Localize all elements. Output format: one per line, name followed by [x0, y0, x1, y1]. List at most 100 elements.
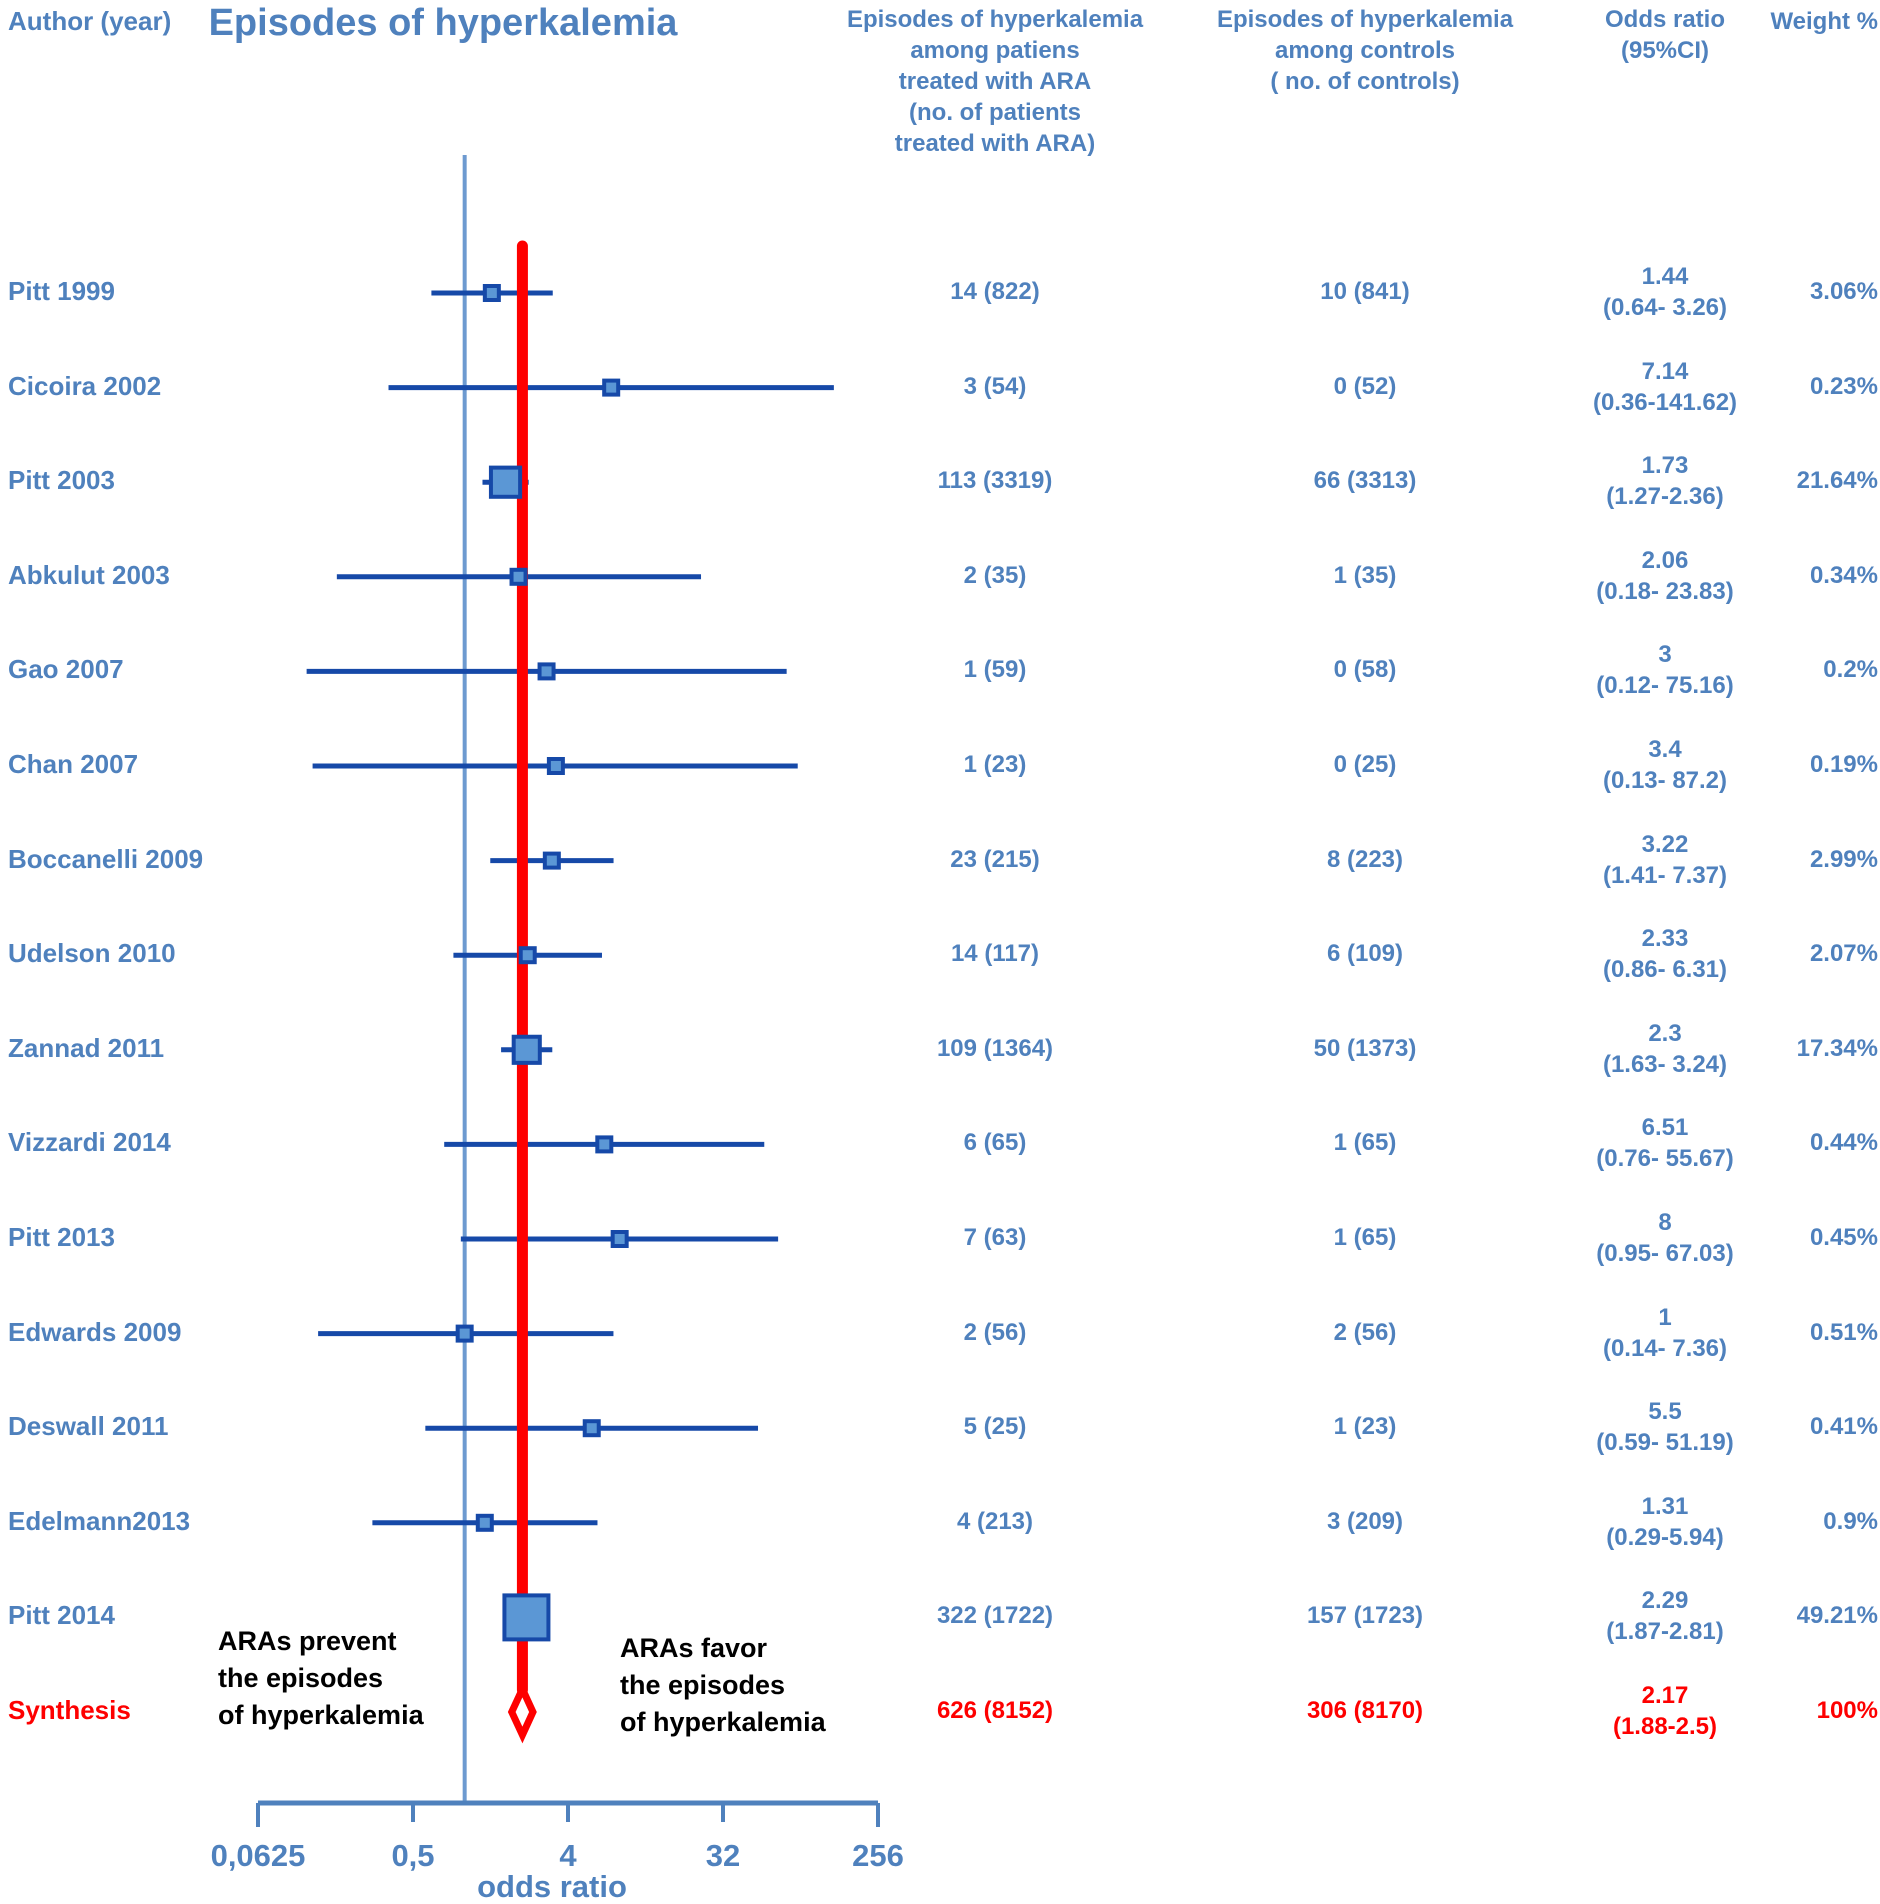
- row-weight-value: 0.44%: [1809, 1129, 1878, 1157]
- row-treated-value: 322 (1722): [936, 1602, 1054, 1630]
- row-author-label: Synthesis: [8, 1695, 131, 1725]
- treated-header-line: (no. of patients: [909, 99, 1081, 126]
- row-treated-value: 2 (56): [963, 1318, 1027, 1346]
- row-treated-value: 6 (65): [963, 1129, 1027, 1157]
- row-odds-ratio-value: 2.06 (0.18- 23.83): [1596, 546, 1734, 605]
- or-marker-cicoira-2002: [602, 378, 621, 397]
- row-author-label: Pitt 2003: [8, 465, 115, 496]
- row-weight-value: 100%: [1816, 1697, 1878, 1724]
- row-controls-value: 157 (1723): [1306, 1602, 1424, 1630]
- row-odds-ratio-value: 1.31 (0.29-5.94): [1606, 1492, 1724, 1551]
- row-treated-value: 14 (822): [950, 278, 1040, 305]
- row-controls-value: 0 (52): [1333, 372, 1397, 400]
- row-odds-ratio-value: 6.51 (0.76- 55.67): [1596, 1114, 1734, 1173]
- annotation-line: of hyperkalemia: [218, 1700, 424, 1730]
- x-axis-tick-label-4: 4: [559, 1838, 577, 1873]
- or-marker-pitt-2014: [502, 1593, 551, 1642]
- row-treated-value: 1 (59): [963, 656, 1027, 684]
- treated-header-line: treated with ARA): [894, 130, 1096, 157]
- row-treated-value: 626 (8152): [936, 1697, 1054, 1724]
- row-weight-value: 0.51%: [1809, 1318, 1878, 1346]
- row-odds-ratio-value: 2.3 (1.63- 3.24): [1602, 1019, 1728, 1078]
- or-marker-gao-2007: [537, 662, 556, 681]
- row-controls-value: 2 (56): [1333, 1318, 1397, 1346]
- or-marker-udelson-2010: [518, 946, 537, 965]
- row-odds-ratio-value: 7.14 (0.36-141.62): [1592, 357, 1738, 416]
- row-weight-value: 2.07%: [1809, 940, 1878, 968]
- row-treated-value: 7 (63): [963, 1224, 1027, 1251]
- annotation-aras-favor: ARAs favor the episodes of hyperkalemia: [620, 1630, 826, 1741]
- row-weight-value: 0.19%: [1809, 751, 1878, 778]
- treated-header-line: Episodes of hyperkalemia: [846, 6, 1144, 33]
- row-weight-value: 0.45%: [1809, 1224, 1878, 1251]
- row-author-label: Udelson 2010: [8, 938, 176, 969]
- treated-header-line: treated with ARA: [898, 68, 1092, 95]
- row-treated-value: 5 (25): [963, 1413, 1027, 1441]
- row-weight-value: 0.9%: [1823, 1507, 1878, 1535]
- row-author-label: Abkulut 2003: [8, 559, 170, 590]
- row-odds-ratio-value: 1.44 (0.64- 3.26): [1602, 263, 1728, 321]
- row-odds-ratio-value: 3.22 (1.41- 7.37): [1602, 830, 1728, 889]
- author-column-header: Author (year): [8, 6, 172, 36]
- row-author-label: Boccanelli 2009: [8, 843, 204, 874]
- row-author-label: Cicoira 2002: [8, 370, 162, 401]
- x-axis-tick-label-256: 256: [852, 1838, 904, 1873]
- or-marker-pitt-2013: [610, 1230, 629, 1248]
- row-weight-value: 3.06%: [1809, 278, 1878, 305]
- row-treated-value: 3 (54): [963, 372, 1027, 400]
- row-weight-value: 17.34%: [1796, 1034, 1878, 1062]
- odds-ratio-header-line: Odds ratio: [1604, 6, 1725, 33]
- row-odds-ratio-value: 2.17 (1.88-2.5): [1612, 1682, 1718, 1740]
- row-weight-value: 0.2%: [1823, 656, 1878, 684]
- row-odds-ratio-value: 1.73 (1.27-2.36): [1606, 452, 1724, 511]
- row-odds-ratio-value: 3.4 (0.13- 87.2): [1602, 736, 1728, 794]
- row-treated-value: 113 (3319): [937, 467, 1053, 495]
- annotation-line: the episodes: [620, 1670, 786, 1700]
- row-odds-ratio-value: 1 (0.14- 7.36): [1602, 1303, 1728, 1362]
- row-author-label: Pitt 2013: [8, 1222, 115, 1252]
- row-weight-value: 49.21%: [1796, 1602, 1878, 1630]
- row-odds-ratio-value: 3 (0.12- 75.16): [1596, 641, 1734, 700]
- row-author-label: Pitt 1999: [8, 276, 115, 306]
- odds-ratio-column-header: Odds ratio (95%CI): [1555, 4, 1775, 66]
- row-author-label: Chan 2007: [8, 749, 139, 779]
- row-treated-value: 4 (213): [956, 1507, 1034, 1535]
- annotation-line: ARAs favor: [620, 1633, 768, 1663]
- or-marker-edwards-2009: [455, 1324, 474, 1343]
- row-author-label: Deswall 2011: [8, 1411, 169, 1442]
- row-controls-value: 1 (65): [1333, 1224, 1397, 1251]
- row-weight-value: 0.41%: [1809, 1413, 1878, 1441]
- row-controls-value: 8 (223): [1326, 845, 1404, 873]
- row-controls-value: 0 (58): [1333, 656, 1397, 684]
- row-controls-value: 1 (35): [1333, 561, 1397, 589]
- or-marker-abkulut-2003: [509, 567, 528, 586]
- or-marker-pitt-2003: [488, 465, 523, 499]
- synthesis-diamond: [507, 1680, 537, 1744]
- row-controls-value: 10 (841): [1320, 278, 1410, 305]
- row-controls-value: 50 (1373): [1313, 1034, 1417, 1062]
- row-weight-value: 2.99%: [1809, 845, 1878, 873]
- row-odds-ratio-value: 2.33 (0.86- 6.31): [1602, 925, 1728, 984]
- row-controls-value: 3 (209): [1326, 1507, 1404, 1535]
- x-axis-title: odds ratio: [477, 1869, 627, 1904]
- row-odds-ratio-value: 8 (0.95- 67.03): [1596, 1209, 1734, 1267]
- annotation-aras-prevent: ARAs prevent the episodes of hyperkalemi…: [218, 1623, 424, 1734]
- row-odds-ratio-value: 5.5 (0.59- 51.19): [1596, 1398, 1734, 1457]
- controls-header-line: Episodes of hyperkalemia: [1216, 6, 1514, 33]
- row-treated-value: 14 (117): [950, 940, 1040, 968]
- treated-column-header: Episodes of hyperkalemia among patiens t…: [820, 4, 1170, 159]
- controls-header-line: among controls: [1274, 37, 1455, 64]
- annotation-line: ARAs prevent: [218, 1626, 397, 1656]
- row-controls-value: 1 (23): [1333, 1413, 1397, 1441]
- odds-ratio-header-line: (95%CI): [1620, 37, 1710, 64]
- row-treated-value: 2 (35): [963, 561, 1027, 589]
- or-marker-zannad-2011: [511, 1034, 542, 1065]
- row-treated-value: 23 (215): [950, 845, 1040, 873]
- row-odds-ratio-value: 2.29 (1.87-2.81): [1606, 1587, 1724, 1646]
- row-controls-value: 66 (3313): [1313, 467, 1417, 495]
- row-author-label: Edelmann2013: [8, 1505, 191, 1536]
- row-controls-value: 306 (8170): [1306, 1697, 1424, 1724]
- chart-title: Episodes of hyperkalemia: [208, 2, 678, 44]
